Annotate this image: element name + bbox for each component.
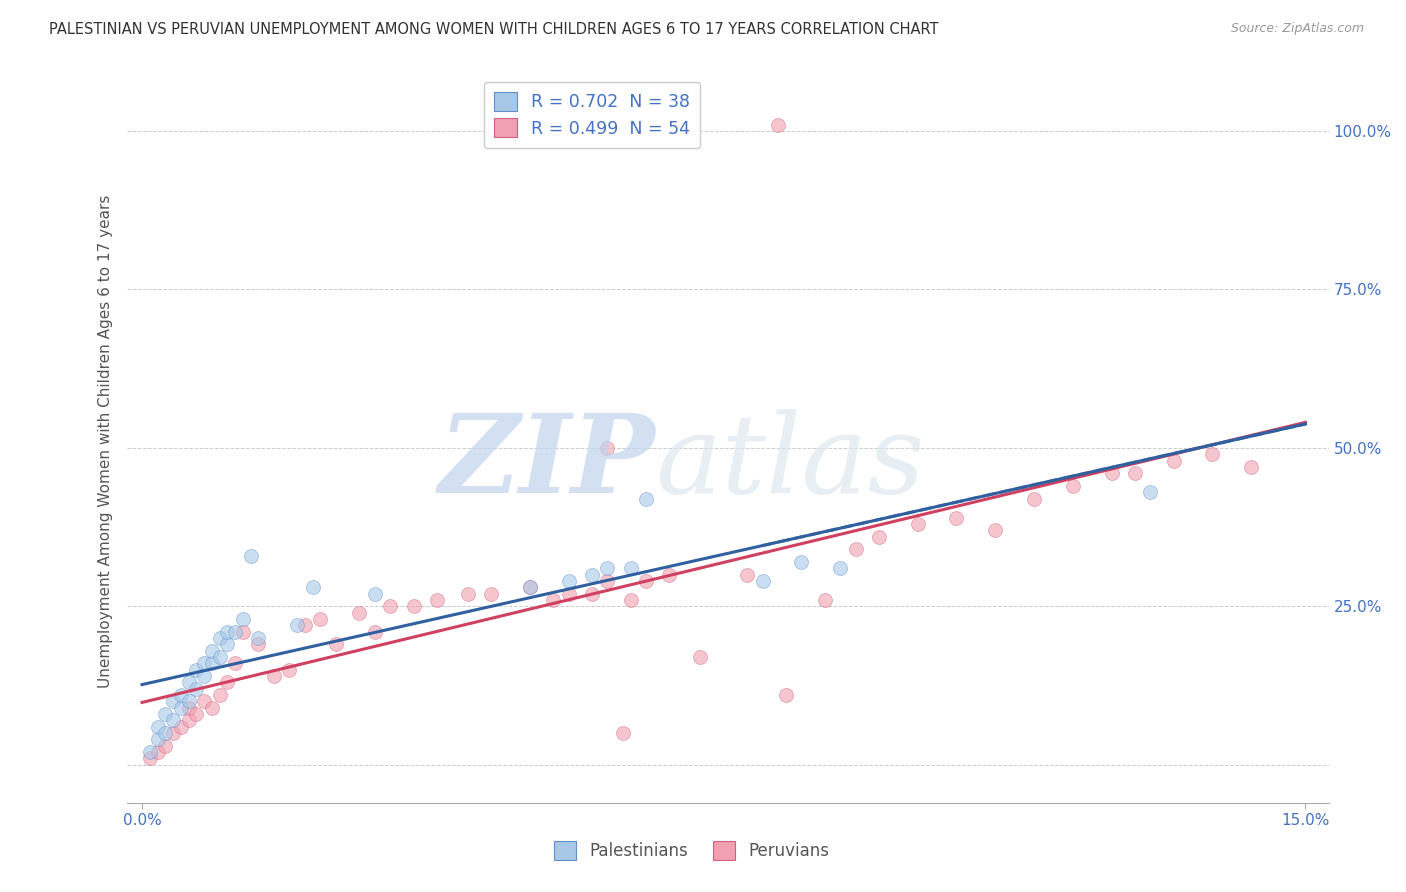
Point (177, 714, 200, 728)
Point (155, 739, 177, 753)
Point (984, 523, 1007, 537)
Point (828, 561, 851, 575)
Point (201, 643, 224, 657)
Point (170, 700, 193, 714)
Point (177, 675, 200, 690)
Point (186, 663, 208, 677)
Point (325, 637, 347, 651)
Point (479, 587, 502, 601)
Point (224, 657, 246, 671)
Point (224, 624, 246, 639)
Point (751, 574, 773, 588)
Point (294, 618, 316, 632)
Point (155, 726, 177, 740)
Point (596, 561, 619, 575)
Text: ZIP: ZIP (439, 409, 655, 517)
Point (596, 441, 619, 455)
Point (162, 714, 184, 728)
Point (139, 751, 162, 765)
Text: Source: ZipAtlas.com: Source: ZipAtlas.com (1230, 22, 1364, 36)
Point (217, 637, 239, 651)
Point (1062, 479, 1084, 493)
Text: atlas: atlas (655, 409, 925, 517)
Point (239, 549, 262, 563)
Point (208, 688, 231, 702)
Point (193, 657, 215, 671)
Point (907, 516, 929, 531)
Text: PALESTINIAN VS PERUVIAN UNEMPLOYMENT AMONG WOMEN WITH CHILDREN AGES 6 TO 17 YEAR: PALESTINIAN VS PERUVIAN UNEMPLOYMENT AMO… (49, 22, 939, 37)
Point (519, 580, 541, 594)
Point (162, 694, 184, 708)
Point (139, 745, 162, 759)
Point (208, 631, 231, 645)
Point (380, 599, 402, 614)
Point (636, 574, 658, 588)
Point (845, 542, 868, 557)
Point (581, 587, 603, 601)
Point (208, 650, 231, 665)
Point (193, 694, 215, 708)
Point (766, 118, 789, 132)
Point (1201, 447, 1223, 461)
Point (1240, 459, 1263, 474)
Point (186, 681, 208, 696)
Point (557, 574, 579, 588)
Point (557, 587, 579, 601)
Point (347, 606, 370, 620)
Point (162, 726, 184, 740)
Point (301, 580, 323, 594)
Point (155, 707, 177, 722)
Point (201, 657, 224, 671)
Point (146, 720, 169, 734)
Point (1139, 485, 1161, 500)
Y-axis label: Unemployment Among Women with Children Ages 6 to 17 years: Unemployment Among Women with Children A… (97, 194, 112, 689)
Point (364, 587, 387, 601)
Point (620, 561, 643, 575)
Point (201, 700, 224, 714)
Point (193, 669, 215, 683)
Legend: Palestinians, Peruvians: Palestinians, Peruvians (547, 835, 835, 867)
Point (790, 555, 813, 569)
Point (426, 593, 449, 607)
Point (170, 720, 193, 734)
Point (232, 624, 254, 639)
Point (541, 593, 564, 607)
Point (735, 567, 758, 582)
Point (146, 745, 169, 759)
Point (177, 700, 200, 714)
Point (658, 567, 681, 582)
Point (247, 631, 270, 645)
Point (519, 580, 541, 594)
Point (217, 675, 239, 690)
Point (402, 599, 425, 614)
Point (620, 593, 643, 607)
Point (612, 726, 634, 740)
Point (775, 688, 797, 702)
Point (636, 491, 658, 506)
Point (596, 574, 619, 588)
Point (581, 567, 603, 582)
Point (186, 707, 208, 722)
Point (868, 530, 890, 544)
Point (1022, 491, 1045, 506)
Point (146, 732, 169, 747)
Point (457, 587, 479, 601)
Point (247, 637, 270, 651)
Point (1101, 467, 1123, 481)
Point (1163, 453, 1185, 467)
Point (1123, 467, 1146, 481)
Point (278, 663, 301, 677)
Point (263, 669, 285, 683)
Point (285, 618, 308, 632)
Point (232, 612, 254, 626)
Point (177, 694, 200, 708)
Point (364, 624, 387, 639)
Point (217, 624, 239, 639)
Point (945, 510, 967, 524)
Point (689, 650, 711, 665)
Point (813, 593, 835, 607)
Point (309, 612, 332, 626)
Point (170, 688, 193, 702)
